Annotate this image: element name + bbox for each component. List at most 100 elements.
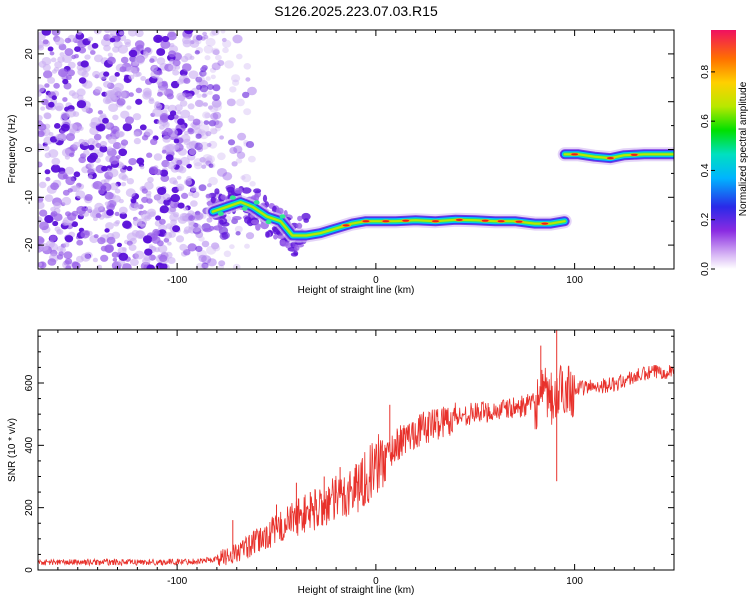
noise-dot bbox=[183, 77, 191, 84]
noise-dot bbox=[193, 213, 203, 221]
noise-dot bbox=[108, 103, 119, 112]
noise-dot bbox=[212, 111, 222, 120]
noise-dot bbox=[169, 177, 178, 185]
noise-dot bbox=[83, 149, 90, 156]
noise-dot bbox=[199, 157, 206, 163]
noise-dot bbox=[68, 90, 76, 97]
noise-dot bbox=[97, 110, 103, 115]
y-tick-label: -10 bbox=[24, 190, 35, 205]
noise-dot bbox=[210, 112, 219, 120]
noise-dot bbox=[187, 210, 195, 217]
noise-dot bbox=[208, 140, 218, 149]
noise-dot bbox=[229, 244, 235, 250]
x-tick-label: 100 bbox=[566, 576, 583, 587]
noise-dot bbox=[65, 133, 75, 142]
noise-dot bbox=[48, 101, 55, 108]
noise-dot bbox=[184, 30, 194, 35]
noise-dot bbox=[76, 88, 86, 97]
noise-dot bbox=[221, 231, 230, 240]
noise-dot bbox=[41, 30, 51, 36]
noise-dot bbox=[198, 236, 205, 242]
noise-dot bbox=[154, 194, 162, 201]
noise-dot bbox=[222, 39, 232, 48]
noise-dot bbox=[80, 252, 91, 262]
noise-dot bbox=[71, 221, 78, 228]
noise-dot bbox=[92, 70, 101, 78]
noise-dot bbox=[47, 76, 56, 84]
y-tick-label: 0 bbox=[24, 567, 35, 573]
noise-dot bbox=[172, 225, 181, 233]
noise-dot bbox=[193, 158, 203, 167]
noise-dot bbox=[181, 192, 189, 199]
noise-dot bbox=[231, 74, 241, 83]
ridge-core bbox=[342, 224, 350, 227]
noise-dot bbox=[138, 234, 144, 239]
noise-dot bbox=[208, 163, 214, 168]
noise-dot bbox=[112, 195, 121, 203]
noise-dot bbox=[142, 257, 151, 265]
noise-dot bbox=[52, 220, 59, 227]
noise-dot bbox=[38, 84, 45, 93]
ridge-core bbox=[279, 214, 286, 219]
noise-dot bbox=[38, 201, 45, 210]
ridge-core bbox=[217, 211, 224, 216]
noise-dot bbox=[119, 212, 128, 219]
noise-dot bbox=[87, 174, 93, 180]
noise-dot bbox=[236, 98, 245, 107]
noise-dot bbox=[237, 132, 247, 141]
noise-dot bbox=[130, 198, 137, 204]
noise-dot bbox=[118, 252, 129, 261]
noise-dot bbox=[38, 196, 44, 203]
noise-dot bbox=[179, 243, 188, 251]
noise-dot bbox=[47, 46, 54, 52]
noise-dot bbox=[119, 66, 127, 73]
noise-dot bbox=[198, 184, 207, 192]
noise-dot bbox=[76, 100, 87, 109]
noise-dot bbox=[87, 138, 96, 145]
noise-dot bbox=[185, 93, 193, 100]
colorbar-label: Normalized spectral amplitude bbox=[738, 81, 749, 216]
noise-dot bbox=[208, 225, 215, 231]
noise-dot bbox=[232, 216, 242, 221]
noise-dot bbox=[195, 76, 203, 83]
noise-dot bbox=[139, 124, 147, 131]
noise-dot bbox=[183, 229, 189, 235]
noise-dot bbox=[167, 114, 175, 121]
noise-dot bbox=[217, 60, 225, 66]
noise-dot bbox=[201, 66, 206, 71]
noise-dot bbox=[63, 251, 73, 259]
noise-dot bbox=[39, 209, 48, 217]
noise-dot bbox=[119, 31, 125, 36]
noise-dot bbox=[120, 56, 129, 64]
ridge-core bbox=[541, 222, 549, 225]
noise-dot bbox=[205, 193, 212, 199]
noise-dot bbox=[200, 213, 207, 219]
noise-dot bbox=[156, 57, 166, 65]
snr-panel: -100 0 100 0 200 400 600 Height of straight li… bbox=[7, 329, 675, 596]
noise-dot bbox=[114, 72, 120, 77]
ridge-core bbox=[481, 219, 489, 222]
noise-dot bbox=[265, 231, 270, 238]
noise-dot bbox=[65, 211, 71, 217]
y-tick-label: 200 bbox=[24, 499, 35, 516]
noise-dot bbox=[78, 77, 87, 84]
noise-dot bbox=[245, 232, 255, 240]
noise-dot bbox=[62, 78, 69, 85]
colorbar-tick-label: 0.4 bbox=[700, 163, 711, 177]
noise-dot bbox=[65, 74, 72, 80]
noise-dot bbox=[167, 241, 172, 246]
x-tick-label: 0 bbox=[373, 275, 379, 286]
noise-dot bbox=[194, 142, 203, 151]
noise-dot bbox=[134, 55, 145, 65]
noise-dot bbox=[161, 149, 167, 154]
noise-dot bbox=[149, 58, 155, 63]
noise-dot bbox=[215, 54, 222, 61]
ridge-core bbox=[265, 219, 272, 225]
noise-dot bbox=[244, 216, 252, 224]
noise-dot bbox=[188, 220, 195, 226]
noise-dot bbox=[245, 141, 255, 148]
noise-dot bbox=[176, 175, 182, 180]
noise-dot bbox=[236, 151, 246, 159]
noise-dot bbox=[231, 161, 238, 167]
noise-dot bbox=[159, 263, 168, 269]
